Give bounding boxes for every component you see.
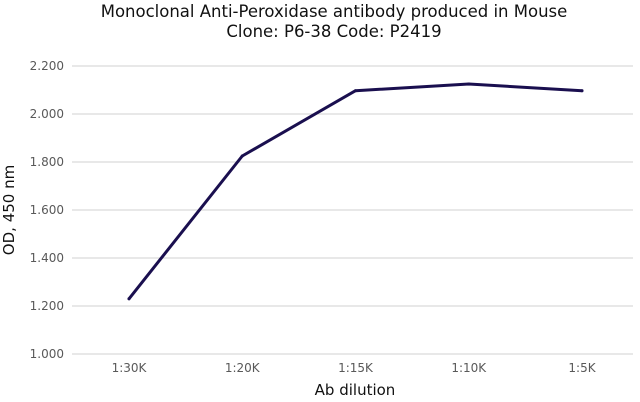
y-tick-label: 1.200 [30,299,64,313]
x-tick-label: 1:15K [338,361,374,375]
grid-lines [72,65,633,355]
data-point [467,82,471,86]
y-axis-ticks: 1.000 1.200 1.400 1.600 1.800 2.000 2.200 [30,59,64,361]
series-line [127,82,584,301]
series-layer [127,82,584,301]
y-tick-label: 2.200 [30,59,64,73]
y-axis-label: OD, 450 nm [0,165,18,255]
y-tick-label: 1.800 [30,155,64,169]
data-point [127,297,131,301]
data-point [354,89,357,93]
chart-subtitle: Clone: P6-38 Code: P2419 [226,22,441,41]
y-tick-label: 1.400 [30,251,64,265]
y-tick-label: 1.600 [30,203,64,217]
data-point [580,89,584,93]
x-tick-label: 1:5K [568,361,596,375]
chart-title: Monoclonal Anti-Peroxidase antibody prod… [101,2,568,21]
x-axis-ticks: 1:30K 1:20K 1:15K 1:10K 1:5K [112,361,597,375]
data-point [240,154,244,158]
y-tick-label: 2.000 [30,107,64,121]
x-tick-label: 1:30K [112,361,148,375]
x-axis-label: Ab dilution [315,381,396,399]
x-tick-label: 1:20K [225,361,261,375]
y-tick-label: 1.000 [30,347,64,361]
x-tick-label: 1:10K [451,361,487,375]
